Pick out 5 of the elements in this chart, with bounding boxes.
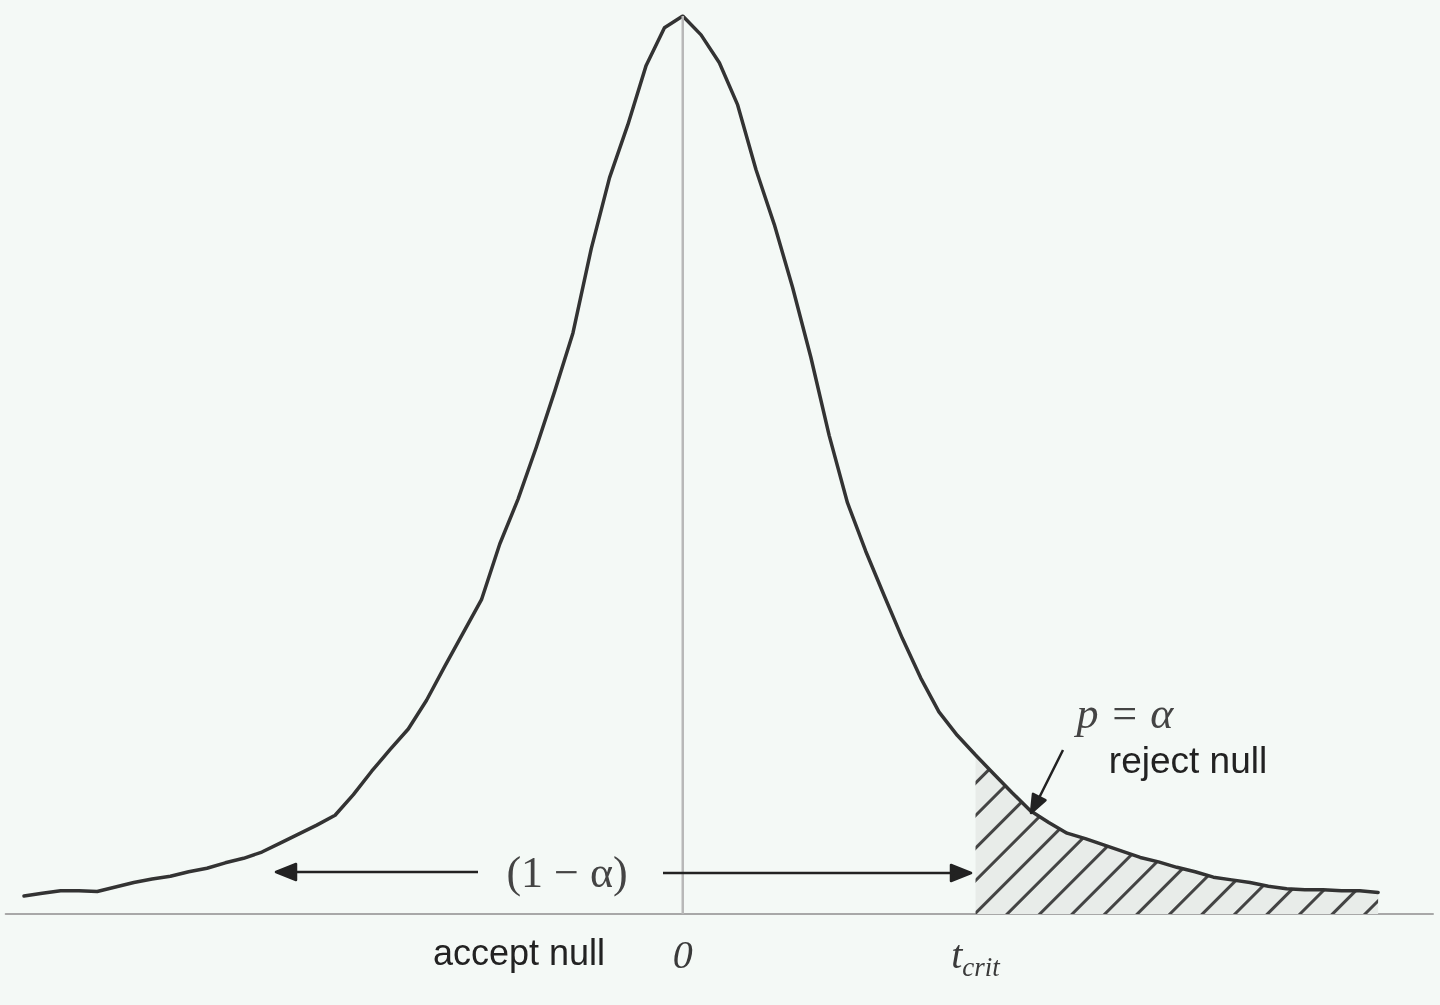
text: accept null	[432, 931, 606, 973]
x-tick-label: 0	[672, 931, 693, 977]
annotation: (1 − α)	[506, 847, 628, 897]
annotation: p = α	[1073, 688, 1175, 738]
annotation: reject null	[1108, 739, 1268, 781]
